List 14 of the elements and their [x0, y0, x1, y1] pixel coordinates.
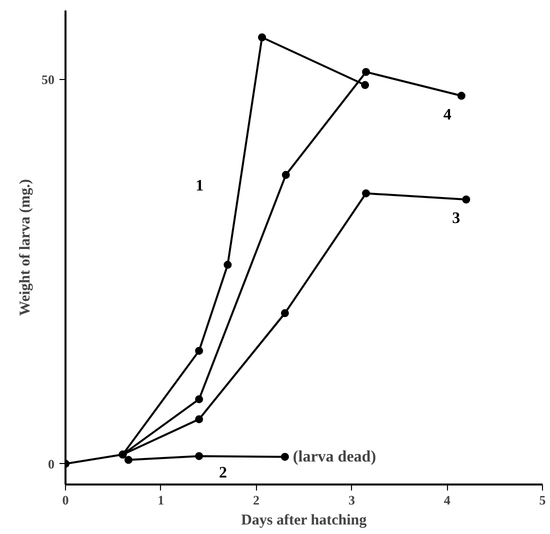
y-tick-label: 50: [42, 72, 54, 88]
x-tick-label: 1: [158, 492, 164, 508]
x-tick-label: 5: [539, 492, 546, 508]
annotation: (larva dead): [292, 448, 376, 466]
text: 1: [196, 177, 204, 194]
x-axis-title: Days after hatching: [241, 512, 368, 528]
x-tick-label: 3: [348, 492, 356, 508]
y-axis-title: Weight of larva (mg.): [18, 179, 34, 316]
series-label: 2: [219, 464, 228, 482]
x-tick-label: 4: [444, 492, 451, 508]
series-label: 4: [443, 106, 452, 124]
series-label: 3: [452, 210, 460, 227]
x-tick-label: 0: [62, 492, 69, 508]
x-tick-label: 2: [253, 492, 260, 508]
